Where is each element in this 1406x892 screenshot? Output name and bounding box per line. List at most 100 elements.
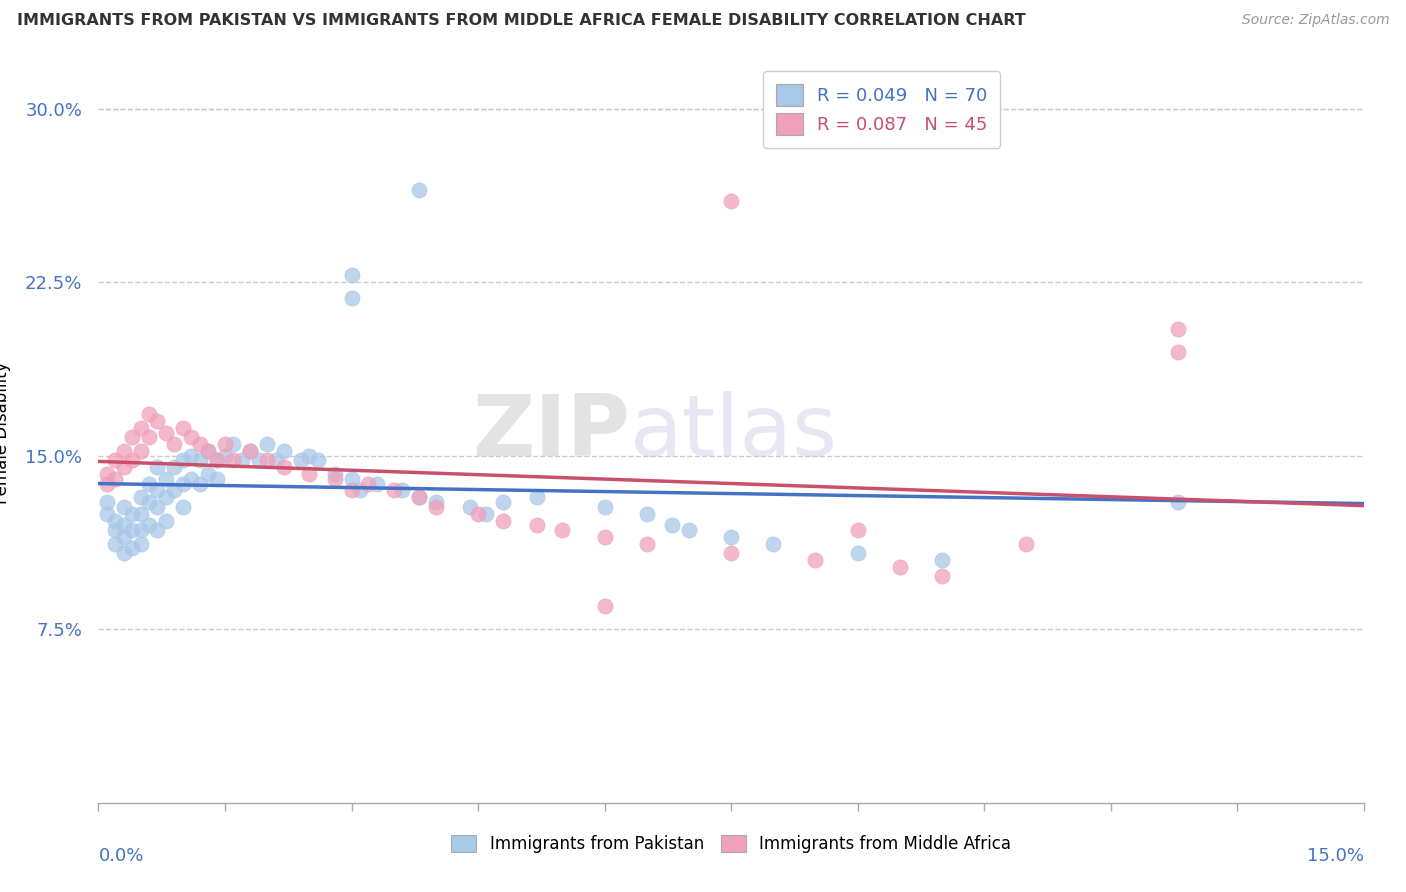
Point [197,444,219,458]
Point [340,472,363,486]
Point [129,444,152,458]
Text: Source: ZipAtlas.com: Source: ZipAtlas.com [1241,13,1389,28]
Point [458,500,481,514]
Point [104,453,127,467]
Point [804,553,827,567]
Point [104,472,127,486]
Point [214,437,236,451]
Point [205,453,228,467]
Point [188,476,211,491]
Point [1167,321,1189,335]
Text: atlas: atlas [630,391,838,475]
Point [391,483,413,498]
Point [467,507,489,521]
Point [172,421,194,435]
Point [931,569,953,583]
Point [121,541,143,556]
Point [104,536,127,550]
Point [121,507,143,521]
Point [593,500,616,514]
Point [298,467,321,482]
Point [163,460,186,475]
Point [239,444,262,458]
Point [197,467,219,482]
Point [112,518,135,533]
Point [138,495,160,509]
Point [172,453,194,467]
Point [155,472,177,486]
Point [205,453,228,467]
Point [720,546,742,560]
Point [526,518,548,533]
Point [112,530,135,544]
Point [290,453,312,467]
Point [155,425,177,440]
Point [425,495,447,509]
Point [146,500,169,514]
Point [155,491,177,505]
Point [593,599,616,614]
Point [146,414,169,428]
Point [188,437,211,451]
Point [112,546,135,560]
Point [112,444,135,458]
Point [231,453,253,467]
Point [96,476,118,491]
Point [1167,344,1189,359]
Point [273,460,295,475]
Point [762,536,785,550]
Point [129,536,152,550]
Text: 0.0%: 0.0% [98,847,143,865]
Point [382,483,405,498]
Point [636,536,658,550]
Text: IMMIGRANTS FROM PAKISTAN VS IMMIGRANTS FROM MIDDLE AFRICA FEMALE DISABILITY CORR: IMMIGRANTS FROM PAKISTAN VS IMMIGRANTS F… [17,13,1025,29]
Point [172,476,194,491]
Point [222,453,245,467]
Point [222,437,245,451]
Point [340,268,363,283]
Point [112,500,135,514]
Text: ZIP: ZIP [472,391,630,475]
Point [425,500,447,514]
Point [121,523,143,537]
Point [678,523,700,537]
Point [129,421,152,435]
Point [188,453,211,467]
Point [129,491,152,505]
Point [273,444,295,458]
Point [121,453,143,467]
Point [551,523,574,537]
Point [112,460,135,475]
Point [636,507,658,521]
Point [146,460,169,475]
Point [197,444,219,458]
Point [340,292,363,306]
Legend: Immigrants from Pakistan, Immigrants from Middle Africa: Immigrants from Pakistan, Immigrants fro… [443,826,1019,861]
Point [138,518,160,533]
Point [256,437,278,451]
Point [846,546,869,560]
Point [138,430,160,444]
Point [146,523,169,537]
Point [104,514,127,528]
Point [121,430,143,444]
Point [163,437,186,451]
Y-axis label: Female Disability: Female Disability [0,361,11,504]
Point [298,449,321,463]
Point [1015,536,1038,550]
Point [720,194,742,209]
Point [163,483,186,498]
Point [593,530,616,544]
Point [366,476,388,491]
Point [931,553,953,567]
Point [256,453,278,467]
Point [349,483,371,498]
Point [475,507,498,521]
Point [129,523,152,537]
Point [408,183,430,197]
Text: 15.0%: 15.0% [1306,847,1364,865]
Point [96,507,118,521]
Point [146,483,169,498]
Point [492,514,515,528]
Point [340,483,363,498]
